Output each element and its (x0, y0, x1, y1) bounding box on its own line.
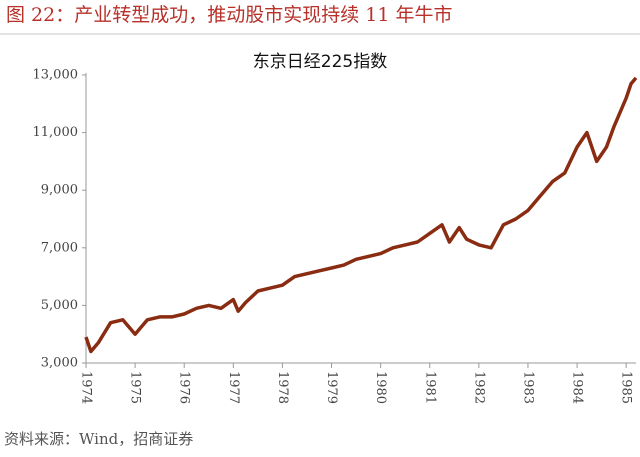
x-tick-label: 1975 (128, 371, 143, 404)
y-tick-label: 13,000 (33, 68, 79, 83)
y-tick-label: 5,000 (41, 298, 78, 313)
y-tick-label: 9,000 (41, 183, 78, 198)
chart-title: 东京日经225指数 (253, 52, 387, 72)
x-tick-label: 1979 (324, 371, 339, 404)
x-tick-label: 1980 (373, 371, 388, 404)
series-line (84, 76, 638, 354)
y-tick-label: 11,000 (33, 125, 79, 140)
header-title: 图 22：产业转型成功，推动股市实现持续 11 年牛市 (6, 4, 452, 26)
source-note: 资料来源：Wind，招商证券 (4, 430, 193, 448)
x-tick-label: 1985 (619, 371, 634, 404)
x-tick-label: 1981 (422, 371, 437, 404)
x-tick-label: 1983 (520, 371, 535, 404)
x-tick-label: 1974 (79, 371, 94, 404)
x-tick-label: 1982 (471, 371, 486, 404)
y-tick-label: 7,000 (41, 240, 78, 255)
x-tick-label: 1977 (226, 371, 241, 404)
x-tick-label: 1984 (570, 371, 585, 404)
y-tick-label: 3,000 (41, 356, 78, 371)
x-tick-label: 1976 (177, 371, 192, 404)
x-tick-label: 1978 (275, 371, 290, 404)
